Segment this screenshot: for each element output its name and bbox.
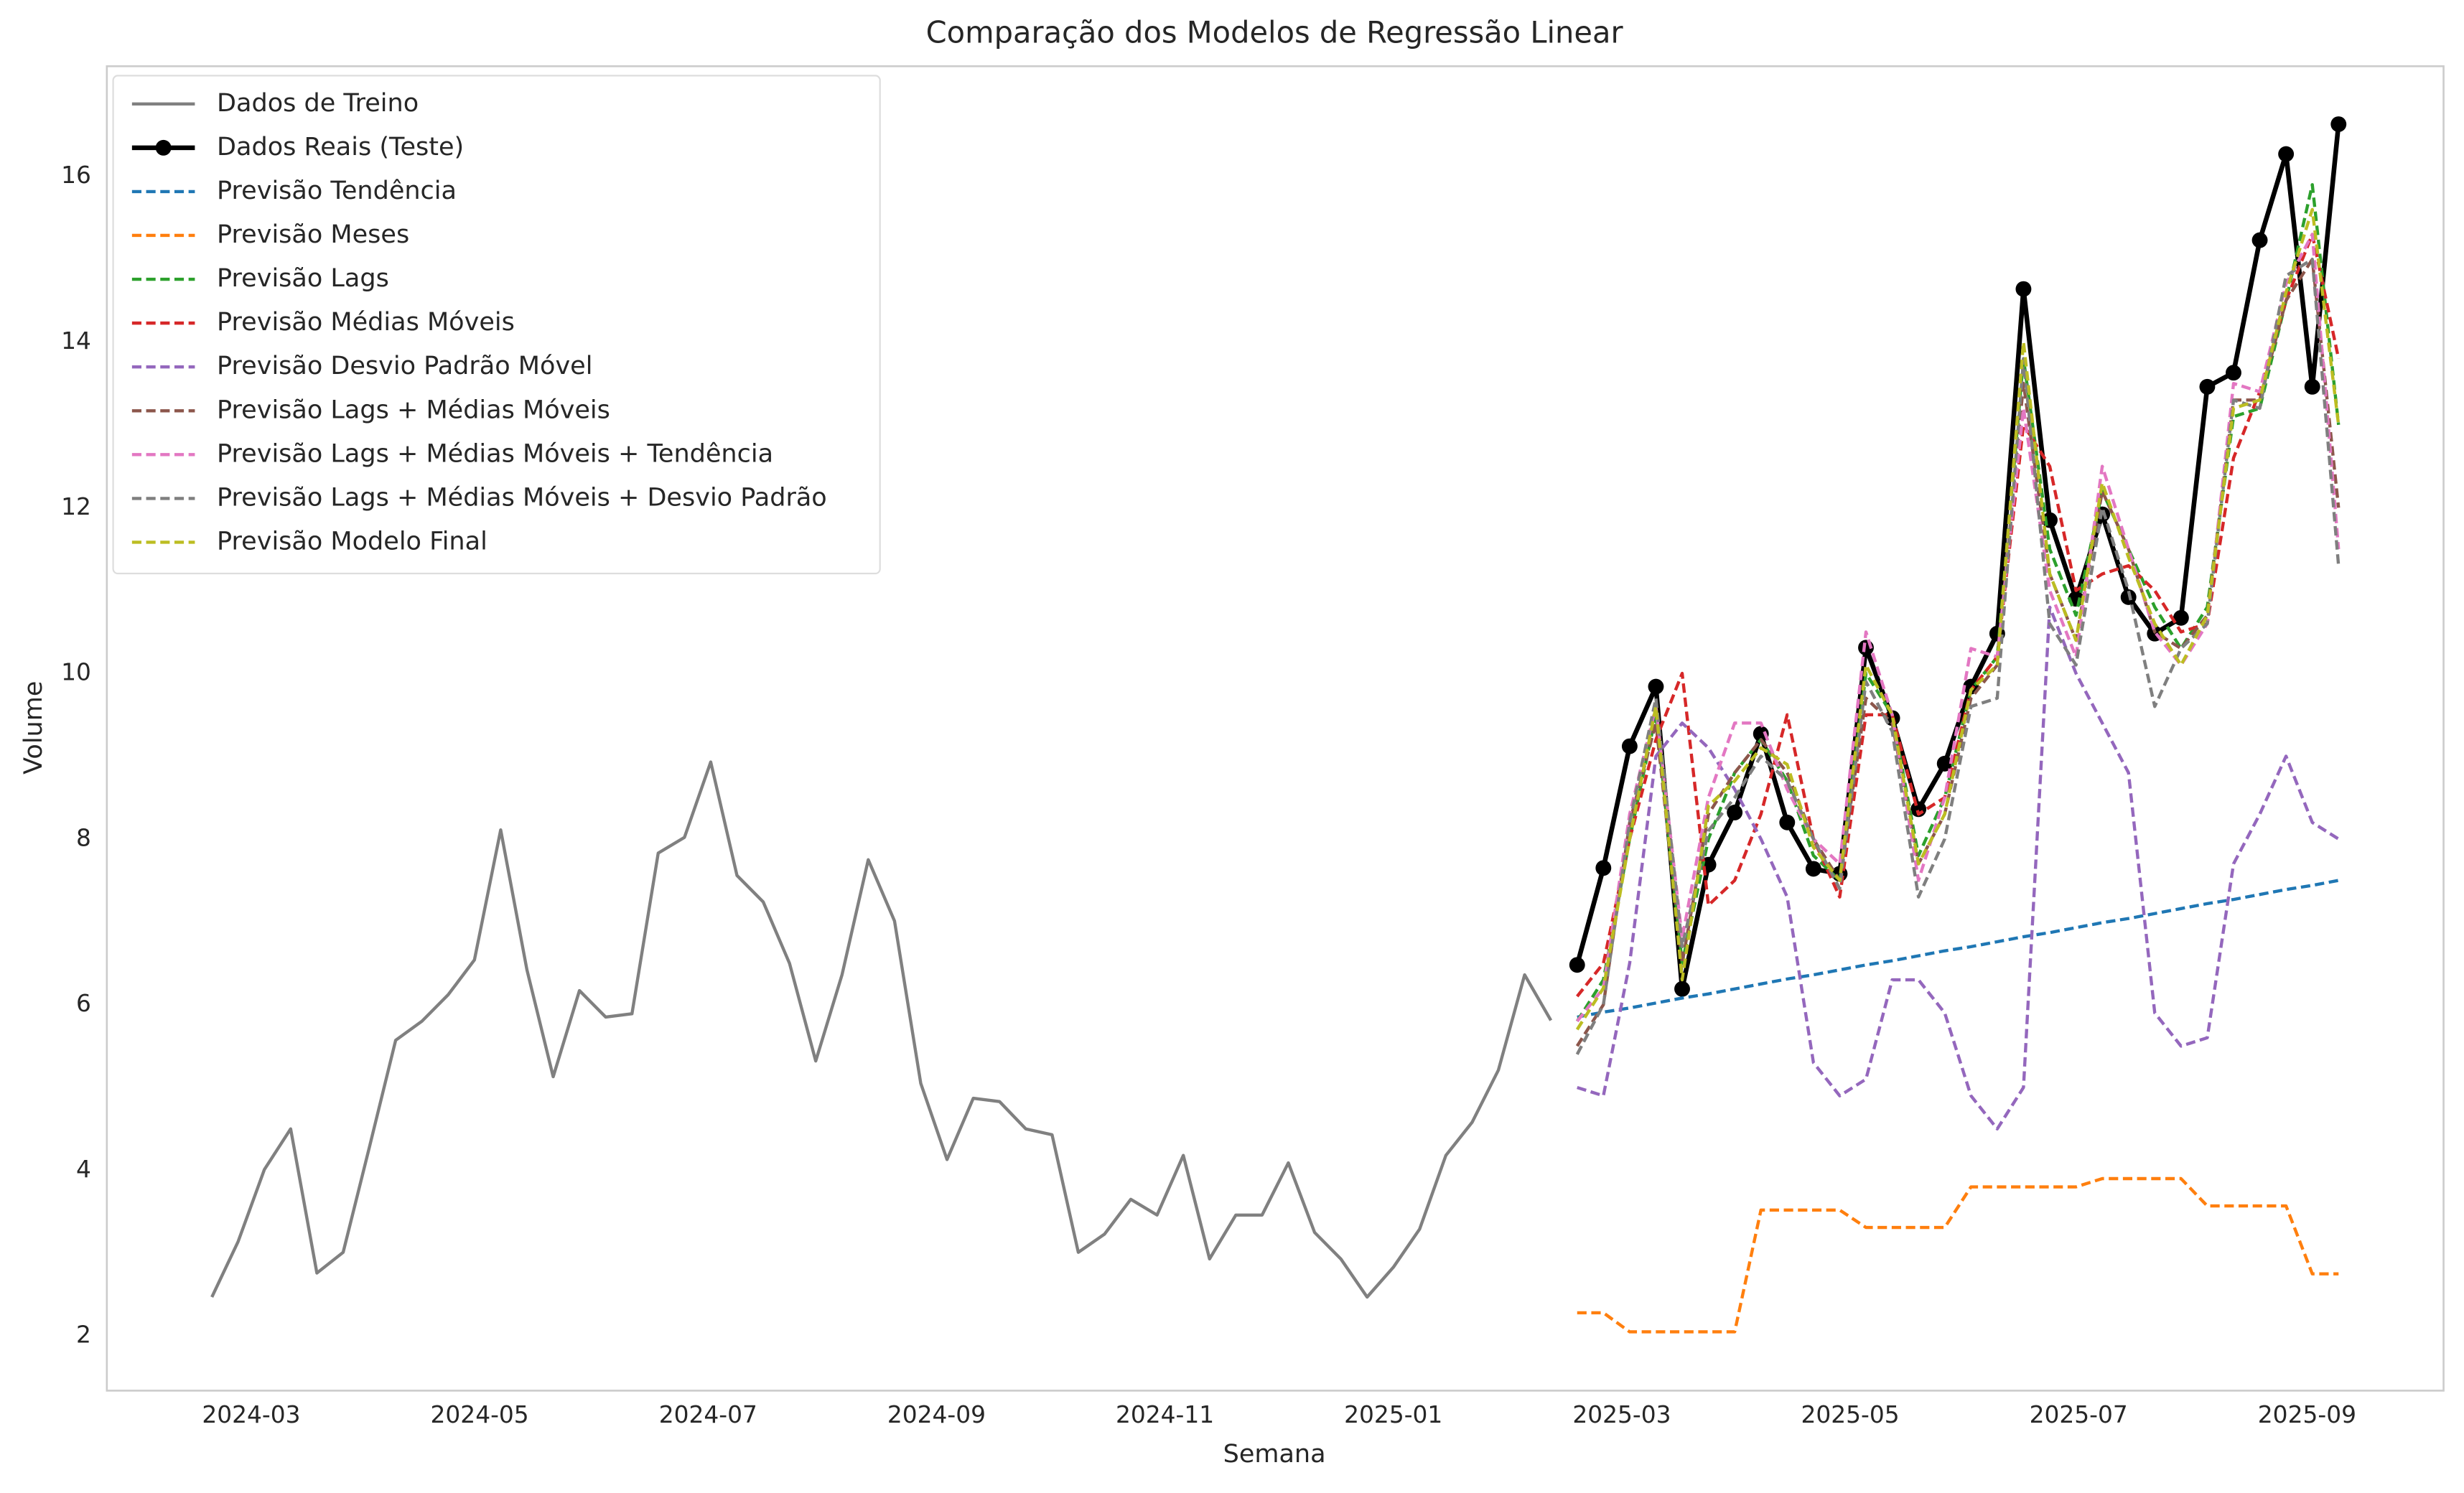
data-point [2251, 232, 2268, 248]
data-point [2199, 378, 2216, 395]
legend-label: Dados Reais (Teste) [217, 132, 464, 162]
legend-label: Dados de Treino [217, 88, 419, 118]
data-point [1648, 678, 1664, 695]
data-point [1674, 980, 1690, 997]
axes-frame [106, 65, 2445, 1392]
y-tick-label: 14 [61, 327, 91, 355]
y-tick-label: 16 [61, 162, 91, 189]
legend-label: Previsão Lags + Médias Móveis + Desvio P… [217, 482, 827, 512]
x-tick-label: 2025-01 [1344, 1401, 1442, 1428]
chart-title: Comparação dos Modelos de Regressão Line… [926, 14, 1624, 50]
data-point [1621, 738, 1638, 754]
series-line [1575, 257, 2341, 1055]
y-axis-label: Volume [19, 681, 48, 774]
data-point [1569, 957, 1585, 973]
data-point [2330, 116, 2347, 132]
legend-label: Previsão Modelo Final [217, 526, 487, 556]
legend-label: Previsão Desvio Padrão Móvel [217, 351, 592, 380]
data-point [2173, 609, 2189, 626]
series-line [1577, 605, 2340, 1131]
legend-label: Previsão Lags + Médias Móveis + Tendênci… [217, 439, 773, 468]
data-point [1727, 805, 1743, 820]
data-point [2226, 365, 2241, 381]
legend-label: Previsão Lags + Médias Móveis [217, 395, 610, 424]
legend-marker [155, 139, 172, 156]
data-point [1936, 755, 1953, 772]
x-tick-label: 2025-03 [1572, 1401, 1671, 1428]
x-tick-label: 2025-09 [2258, 1401, 2356, 1428]
legend-label: Previsão Meses [217, 220, 409, 249]
x-tick-label: 2024-09 [887, 1401, 986, 1428]
legend-label: Previsão Tendência [217, 176, 457, 205]
series-line [1577, 1176, 2339, 1334]
data-point [1805, 861, 1821, 877]
x-tick-label: 2024-11 [1116, 1401, 1214, 1428]
data-point [1753, 726, 1769, 742]
x-tick-label: 2024-03 [202, 1401, 300, 1428]
legend-frame [112, 75, 881, 575]
data-point [2015, 281, 2032, 297]
y-tick-label: 6 [76, 990, 91, 1017]
legend-label: Previsão Lags [217, 263, 389, 293]
x-tick-label: 2025-05 [1801, 1401, 1899, 1428]
x-tick-label: 2024-07 [659, 1401, 757, 1428]
series-line [1575, 207, 2341, 1031]
series-line [210, 760, 1553, 1299]
data-point [2304, 378, 2320, 395]
y-tick-label: 2 [76, 1321, 91, 1349]
series-line [1577, 879, 2339, 1019]
y-tick-label: 12 [61, 493, 91, 520]
x-axis-label: Semana [1223, 1439, 1326, 1469]
legend: Dados de Treino Dados Reais (Teste) Previs… [112, 75, 881, 575]
data-point [1779, 814, 1796, 830]
x-tick-label: 2025-07 [2030, 1401, 2128, 1428]
y-tick-label: 8 [76, 824, 91, 851]
x-tick-label: 2024-05 [431, 1401, 529, 1428]
plot-area [210, 116, 2347, 1334]
data-point [2278, 146, 2295, 162]
y-tick-label: 10 [61, 659, 91, 686]
legend-label: Previsão Médias Móveis [217, 307, 515, 337]
y-tick-label: 4 [76, 1156, 91, 1183]
data-point [1595, 860, 1612, 876]
